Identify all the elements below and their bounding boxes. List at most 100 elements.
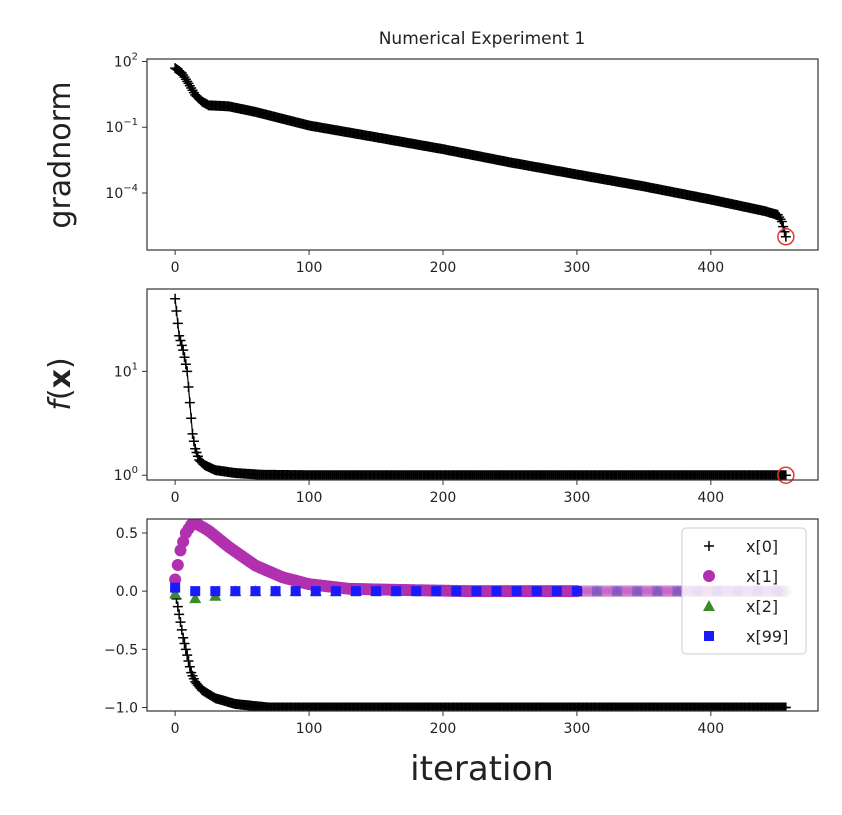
data-point-square (310, 586, 321, 597)
data-point-circle (656, 585, 669, 598)
data-point-plus (186, 413, 197, 424)
data-point-plus (175, 335, 186, 346)
data-point-plus (184, 397, 195, 408)
data-point-triangle (651, 585, 664, 597)
data-point-plus (170, 293, 181, 304)
x-tick-label: 200 (430, 721, 457, 737)
y-tick-label: 0.0 (116, 584, 138, 600)
data-point-square (451, 586, 462, 597)
data-point-square (592, 586, 603, 597)
y-axis-label-fx: f(x) (43, 357, 78, 410)
data-point-plus (776, 216, 787, 227)
data-point-circle (616, 585, 629, 598)
data-point-circle (592, 585, 605, 598)
data-point-circle (629, 585, 642, 598)
data-point-circle (640, 585, 653, 598)
y-tick-label: −0.5 (104, 642, 138, 658)
data-point-square (170, 582, 181, 593)
data-point-triangle (631, 585, 644, 597)
data-point-circle (651, 585, 664, 598)
data-point-square (612, 586, 623, 597)
y-tick-label: −1.0 (104, 701, 138, 717)
data-point-circle (611, 585, 624, 598)
data-point-circle (645, 585, 658, 598)
data-point-square (471, 586, 482, 597)
data-point-plus (175, 617, 186, 628)
data-point-circle (603, 585, 616, 598)
data-point-plus (180, 359, 191, 370)
chart-title: Numerical Experiment 1 (379, 29, 586, 49)
data-point-plus (780, 231, 791, 242)
data-point-circle (621, 585, 634, 598)
series-data (170, 63, 791, 242)
data-point-plus (176, 624, 187, 635)
data-point-square (290, 586, 301, 597)
data-point-plus (178, 345, 189, 356)
data-point-triangle (671, 585, 684, 597)
data-point-square (230, 586, 241, 597)
data-point-circle (169, 573, 182, 586)
x-tick-label: 0 (171, 260, 180, 276)
final-iterate-highlight (777, 228, 795, 246)
data-point-plus (174, 330, 185, 341)
x-tick-label: 400 (697, 721, 724, 737)
axes-frame (146, 518, 819, 712)
data-point-circle (661, 585, 674, 598)
y-tick-label: 102 (114, 51, 138, 70)
legend-circle-icon (703, 570, 715, 582)
x-tick-label: 100 (296, 721, 323, 737)
data-point-triangle (189, 592, 202, 604)
series-x0 (170, 586, 791, 711)
data-point-square (190, 586, 201, 597)
data-point-circle (595, 585, 608, 598)
data-point-plus (182, 650, 193, 661)
legend-label: x[99] (746, 627, 788, 646)
y-tick-label: 0.5 (116, 526, 138, 542)
data-point-square (371, 586, 382, 597)
data-point-plus (172, 601, 183, 612)
data-point-plus (183, 381, 194, 392)
y-tick-label: 100 (114, 465, 138, 484)
data-point-circle (586, 585, 599, 598)
axes-frame (146, 288, 819, 481)
data-point-circle (648, 585, 661, 598)
data-point-square (571, 586, 582, 597)
data-point-triangle (611, 585, 624, 597)
legend-label: x[2] (746, 597, 778, 616)
data-point-circle (635, 585, 648, 598)
data-point-square (491, 586, 502, 597)
x-tick-label: 300 (564, 260, 591, 276)
data-point-circle (627, 585, 640, 598)
legend-triangle-icon (703, 600, 715, 611)
data-point-plus (179, 638, 190, 649)
legend-label: x[1] (746, 567, 778, 586)
series-line (174, 298, 786, 476)
data-point-plus (187, 428, 198, 439)
data-point-plus (775, 214, 786, 225)
data-point-square (431, 586, 442, 597)
data-point-circle (171, 558, 184, 571)
y-tick-label: 10−1 (105, 117, 138, 136)
series-data (170, 293, 791, 480)
subplot-1: 0 100 200 300 400 102 10−1 10−4 (105, 51, 819, 276)
subplot-2: 0 100 200 300 400 101 100 (114, 288, 819, 506)
data-point-plus (183, 655, 194, 666)
data-point-square (270, 586, 281, 597)
x-tick-label: 300 (564, 721, 591, 737)
data-point-square (350, 586, 361, 597)
data-point-circle (619, 585, 632, 598)
data-point-plus (179, 352, 190, 363)
y-axis-label-gradnorm: gradnorm (43, 81, 78, 228)
data-point-square (531, 586, 542, 597)
data-point-plus (780, 470, 791, 480)
legend-label: x[0] (746, 537, 778, 556)
x-tick-label: 400 (697, 260, 724, 276)
legend-square-icon (704, 631, 714, 641)
data-point-plus (188, 436, 199, 447)
x-tick-label: 200 (430, 260, 457, 276)
data-point-circle (581, 585, 594, 598)
data-point-circle (605, 585, 618, 598)
data-point-plus (182, 366, 193, 377)
data-point-triangle (591, 585, 604, 597)
subplot-3: 0 100 200 300 4000.50.0−0.5−1.0x[0]x[1]x[2]x… (104, 518, 819, 737)
